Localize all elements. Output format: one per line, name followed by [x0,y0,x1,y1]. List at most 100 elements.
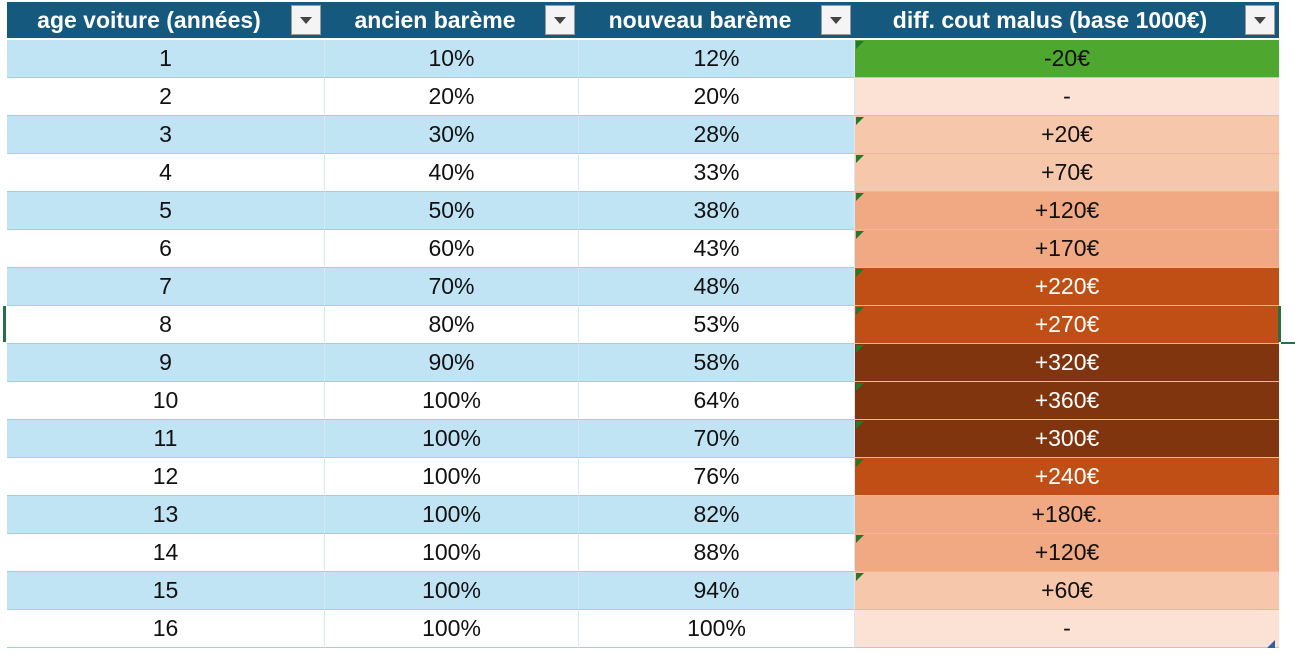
cell-ancien-bareme[interactable]: 50% [325,192,579,230]
cell-ancien-bareme[interactable]: 100% [325,610,579,648]
cell-diff-cout-malus[interactable]: +220€ [855,268,1279,306]
cell-diff-value: +120€ [1034,197,1100,223]
cell-nouveau-bareme[interactable]: 100% [579,610,855,648]
cell-diff-value: -20€ [1043,45,1091,71]
cell-age[interactable]: 2 [7,78,325,116]
cell-diff-cout-malus[interactable]: +70€ [855,154,1279,192]
cell-ancien-bareme[interactable]: 100% [325,534,579,572]
cell-diff-cout-malus[interactable]: +60€ [855,572,1279,610]
header-age-voiture[interactable]: age voiture (années) [7,2,325,38]
cell-diff-value: +170€ [1034,235,1100,261]
header-ancien-bareme[interactable]: ancien barème [325,2,579,38]
cell-age[interactable]: 8 [7,306,325,344]
cell-nouveau-bareme[interactable]: 58% [579,344,855,382]
cell-age[interactable]: 9 [7,344,325,382]
chevron-down-icon [300,16,312,24]
green-triangle-icon [856,345,864,353]
cell-age[interactable]: 14 [7,534,325,572]
cell-ancien-bareme[interactable]: 90% [325,344,579,382]
cell-age[interactable]: 3 [7,116,325,154]
cell-ancien-bareme[interactable]: 40% [325,154,579,192]
cell-diff-cout-malus[interactable]: +20€ [855,116,1279,154]
cell-diff-value: +220€ [1034,273,1100,299]
filter-dropdown-button[interactable] [1245,5,1275,35]
cell-nouveau-bareme[interactable]: 82% [579,496,855,534]
cell-age[interactable]: 15 [7,572,325,610]
cell-diff-cout-malus[interactable]: +320€ [855,344,1279,382]
cell-diff-cout-malus[interactable]: +270€ [855,306,1279,344]
cell-age[interactable]: 11 [7,420,325,458]
cell-nouveau-bareme[interactable]: 33% [579,154,855,192]
cell-ancien-bareme[interactable]: 100% [325,496,579,534]
header-label: age voiture (années) [37,6,261,33]
cell-nouveau-bareme[interactable]: 88% [579,534,855,572]
header-label: diff. cout malus (base 1000€) [892,6,1208,33]
cell-age[interactable]: 5 [7,192,325,230]
green-triangle-icon [856,193,864,201]
cell-diff-value: +240€ [1034,463,1100,489]
cell-ancien-bareme[interactable]: 100% [325,420,579,458]
cell-diff-cout-malus[interactable]: +240€ [855,458,1279,496]
cell-ancien-bareme[interactable]: 30% [325,116,579,154]
green-triangle-icon [856,573,864,581]
green-triangle-icon [856,535,864,543]
cell-nouveau-bareme[interactable]: 20% [579,78,855,116]
cell-ancien-bareme[interactable]: 20% [325,78,579,116]
header-nouveau-bareme[interactable]: nouveau barème [579,2,855,38]
table-resize-handle[interactable] [1267,640,1275,648]
cell-ancien-bareme[interactable]: 60% [325,230,579,268]
green-triangle-icon [856,231,864,239]
cell-diff-cout-malus[interactable]: +120€ [855,192,1279,230]
cell-age[interactable]: 6 [7,230,325,268]
cell-age[interactable]: 13 [7,496,325,534]
chevron-down-icon [830,16,842,24]
cell-diff-cout-malus[interactable]: +360€ [855,382,1279,420]
cell-diff-value: +300€ [1034,425,1100,451]
cell-age[interactable]: 16 [7,610,325,648]
cell-ancien-bareme[interactable]: 70% [325,268,579,306]
cell-diff-cout-malus[interactable]: +170€ [855,230,1279,268]
cell-nouveau-bareme[interactable]: 94% [579,572,855,610]
active-cell-bottom-edge [1281,342,1295,344]
cell-nouveau-bareme[interactable]: 43% [579,230,855,268]
cell-ancien-bareme[interactable]: 100% [325,458,579,496]
cell-nouveau-bareme[interactable]: 48% [579,268,855,306]
cell-nouveau-bareme[interactable]: 64% [579,382,855,420]
cell-diff-value: +120€ [1034,539,1100,565]
green-triangle-icon [856,307,864,315]
cell-age[interactable]: 12 [7,458,325,496]
green-triangle-icon [856,155,864,163]
cell-diff-value: +20€ [1041,121,1093,147]
cell-nouveau-bareme[interactable]: 12% [579,40,855,78]
cell-diff-value: +360€ [1034,387,1100,413]
cell-diff-cout-malus[interactable]: - [855,610,1279,648]
cell-nouveau-bareme[interactable]: 28% [579,116,855,154]
cell-nouveau-bareme[interactable]: 53% [579,306,855,344]
cell-age[interactable]: 4 [7,154,325,192]
cell-nouveau-bareme[interactable]: 76% [579,458,855,496]
filter-dropdown-button[interactable] [291,5,321,35]
cell-diff-cout-malus[interactable]: +120€ [855,534,1279,572]
cell-ancien-bareme[interactable]: 100% [325,382,579,420]
cell-ancien-bareme[interactable]: 80% [325,306,579,344]
row-selection-left-edge [3,306,6,342]
cell-age[interactable]: 1 [7,40,325,78]
cell-diff-cout-malus[interactable]: +180€. [855,496,1279,534]
header-label: ancien barème [354,6,516,33]
cell-age[interactable]: 10 [7,382,325,420]
cell-diff-cout-malus[interactable]: -20€ [855,40,1279,78]
cell-nouveau-bareme[interactable]: 70% [579,420,855,458]
cell-age[interactable]: 7 [7,268,325,306]
cell-ancien-bareme[interactable]: 100% [325,572,579,610]
header-diff-cout-malus[interactable]: diff. cout malus (base 1000€) [855,2,1279,38]
filter-dropdown-button[interactable] [545,5,575,35]
green-triangle-icon [856,459,864,467]
cell-diff-value: +320€ [1034,349,1100,375]
filter-dropdown-button[interactable] [821,5,851,35]
green-triangle-icon [856,421,864,429]
cell-ancien-bareme[interactable]: 10% [325,40,579,78]
cell-diff-cout-malus[interactable]: - [855,78,1279,116]
cell-diff-cout-malus[interactable]: +300€ [855,420,1279,458]
cell-nouveau-bareme[interactable]: 38% [579,192,855,230]
